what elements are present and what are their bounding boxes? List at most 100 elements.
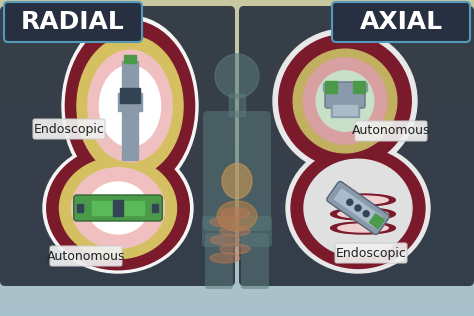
Bar [0, 136, 474, 139]
Bar [0, 41, 474, 44]
Bar [359, 83, 367, 91]
Bar [0, 307, 474, 310]
Bar [0, 66, 474, 70]
Bar [0, 193, 474, 196]
Ellipse shape [279, 35, 411, 167]
Bar [0, 19, 474, 22]
Ellipse shape [88, 182, 148, 234]
Bar [0, 275, 474, 278]
Bar [0, 3, 474, 6]
Ellipse shape [217, 201, 257, 231]
Bar [0, 139, 474, 142]
Bar [0, 221, 474, 224]
Bar [0, 180, 474, 183]
Bar [0, 313, 474, 316]
Text: RADIAL: RADIAL [21, 10, 125, 34]
Bar [353, 81, 365, 93]
FancyBboxPatch shape [50, 246, 122, 266]
Bar [0, 32, 474, 35]
Bar [0, 95, 474, 98]
Bar [0, 133, 474, 136]
Bar [0, 171, 474, 174]
Ellipse shape [100, 65, 161, 147]
Bar [0, 54, 474, 57]
Bar [0, 297, 474, 300]
Ellipse shape [88, 50, 172, 162]
Ellipse shape [338, 196, 388, 204]
Ellipse shape [47, 146, 189, 270]
Bar [0, 231, 474, 234]
FancyBboxPatch shape [0, 6, 235, 286]
Ellipse shape [220, 226, 250, 236]
Bar [0, 228, 474, 231]
Ellipse shape [273, 29, 417, 173]
Bar [0, 149, 474, 152]
Bar [153, 204, 158, 212]
Bar [0, 164, 474, 167]
FancyBboxPatch shape [74, 195, 162, 221]
Bar [0, 16, 474, 19]
Bar [0, 202, 474, 205]
Bar [0, 98, 474, 101]
Ellipse shape [316, 71, 374, 131]
Bar [122, 61, 138, 160]
FancyBboxPatch shape [205, 233, 233, 289]
Bar [0, 79, 474, 82]
FancyBboxPatch shape [369, 213, 385, 229]
Bar [0, 76, 474, 79]
Bar [0, 85, 474, 88]
Bar [0, 183, 474, 186]
Ellipse shape [210, 217, 240, 227]
Ellipse shape [293, 49, 397, 153]
Bar [124, 55, 136, 63]
Bar [0, 177, 474, 180]
Bar [0, 123, 474, 126]
Bar [331, 103, 359, 117]
Bar [0, 284, 474, 288]
FancyBboxPatch shape [327, 181, 389, 234]
Bar [0, 28, 474, 32]
Bar [0, 70, 474, 73]
Bar [0, 269, 474, 272]
Bar [333, 105, 357, 115]
Ellipse shape [60, 157, 176, 259]
Bar [0, 130, 474, 133]
Ellipse shape [304, 159, 412, 257]
Ellipse shape [303, 58, 387, 144]
Bar [120, 93, 140, 103]
Bar [0, 253, 474, 256]
Bar [229, 94, 245, 116]
Bar [0, 250, 474, 253]
Bar [0, 212, 474, 215]
Text: Endoscopic: Endoscopic [34, 123, 104, 136]
Bar [0, 209, 474, 212]
Bar [0, 57, 474, 60]
FancyBboxPatch shape [325, 82, 365, 108]
Bar [0, 9, 474, 13]
Bar [0, 101, 474, 104]
Bar [0, 246, 474, 250]
Bar [118, 93, 142, 111]
Ellipse shape [210, 235, 240, 245]
Ellipse shape [220, 244, 250, 254]
Bar [0, 174, 474, 177]
Bar [0, 161, 474, 164]
Circle shape [347, 199, 353, 205]
Bar [0, 82, 474, 85]
Bar [0, 265, 474, 269]
Ellipse shape [338, 224, 388, 232]
Bar [0, 92, 474, 95]
FancyBboxPatch shape [202, 216, 272, 247]
Ellipse shape [220, 208, 250, 218]
Text: AXIAL: AXIAL [359, 10, 443, 34]
Bar [0, 104, 474, 107]
Ellipse shape [72, 168, 164, 248]
Bar [0, 158, 474, 161]
Bar [0, 190, 474, 193]
Text: Autonomous: Autonomous [47, 250, 125, 263]
Bar [0, 51, 474, 54]
Ellipse shape [338, 210, 388, 218]
Ellipse shape [77, 36, 183, 176]
Bar [0, 205, 474, 209]
Bar [0, 126, 474, 130]
